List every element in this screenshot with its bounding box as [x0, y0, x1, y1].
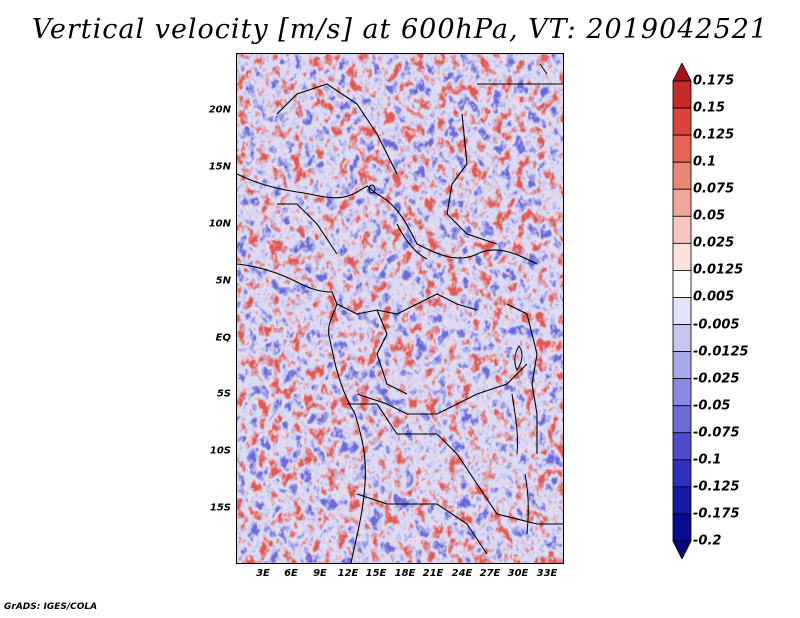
colorbar-label: -0.05 — [693, 398, 731, 414]
lat-label: 15N — [208, 161, 231, 173]
map-title: Vertical velocity [m/s] at 600hPa, VT: 2… — [31, 14, 769, 45]
colorbar-segment — [672, 513, 692, 542]
colorbar-label: 0.075 — [693, 181, 735, 197]
lat-label: 15S — [209, 502, 231, 514]
colorbar-segment — [672, 242, 692, 271]
colorbar-label: -0.025 — [693, 371, 740, 387]
lat-label: 5N — [215, 275, 231, 287]
lon-label: 30E — [507, 568, 529, 579]
lon-label: 9E — [313, 568, 327, 579]
colorbar-label: 0.05 — [693, 208, 726, 224]
colorbar-label: 0.005 — [693, 289, 735, 305]
colorbar-segment — [672, 215, 692, 244]
colorbar-segment — [672, 270, 692, 298]
lon-label: 15E — [365, 568, 387, 579]
lat-label: EQ — [215, 332, 231, 344]
colorbar-segment — [672, 540, 692, 559]
colorbar-label: 0.025 — [693, 235, 735, 251]
colorbar-segment — [672, 107, 692, 136]
colorbar-label: 0.1 — [693, 154, 717, 170]
lat-label: 10N — [208, 218, 231, 230]
colorbar-segment — [672, 432, 692, 461]
colorbar-label: 0.125 — [693, 127, 735, 143]
lon-label: 12E — [337, 568, 359, 579]
colorbar-segment — [672, 63, 692, 82]
colorbar-label: -0.1 — [693, 452, 722, 468]
lon-label: 21E — [422, 568, 444, 579]
colorbar-segment — [672, 486, 692, 515]
lat-label: 5S — [216, 388, 231, 400]
colorbar-label: 0.175 — [693, 73, 735, 89]
lon-label: 18E — [394, 568, 416, 579]
colorbar-segment — [672, 324, 692, 352]
coastlines-borders — [237, 83, 563, 563]
lakes — [368, 63, 548, 535]
colorbar-segment — [672, 405, 692, 434]
lon-label: 6E — [284, 568, 298, 579]
grads-credit: GrADS: IGES/COLA — [4, 602, 98, 612]
colorbar-segment — [672, 161, 692, 190]
colorbar — [672, 63, 692, 559]
lon-label: 27E — [479, 568, 501, 579]
colorbar-label: 0.0125 — [693, 262, 744, 278]
map-field — [237, 54, 563, 563]
lon-label: 33E — [536, 568, 558, 579]
colorbar-label: -0.0125 — [693, 344, 749, 360]
colorbar-segment — [672, 80, 692, 109]
colorbar-segment — [672, 351, 692, 380]
map-panel — [236, 53, 564, 564]
colorbar-label: -0.005 — [693, 317, 740, 333]
colorbar-segment — [672, 188, 692, 217]
colorbar-label: -0.125 — [693, 479, 740, 495]
colorbar-segment — [672, 459, 692, 488]
lon-label: 3E — [256, 568, 270, 579]
colorbar-label: -0.175 — [693, 506, 740, 522]
lat-label: 10S — [209, 445, 231, 457]
colorbar-label: -0.2 — [693, 533, 722, 549]
lat-label: 20N — [208, 104, 231, 116]
colorbar-label: 0.15 — [693, 100, 726, 116]
colorbar-segment — [672, 378, 692, 407]
lon-label: 24E — [451, 568, 473, 579]
colorbar-segment — [672, 297, 692, 325]
colorbar-label: -0.075 — [693, 425, 740, 441]
colorbar-segment — [672, 134, 692, 163]
